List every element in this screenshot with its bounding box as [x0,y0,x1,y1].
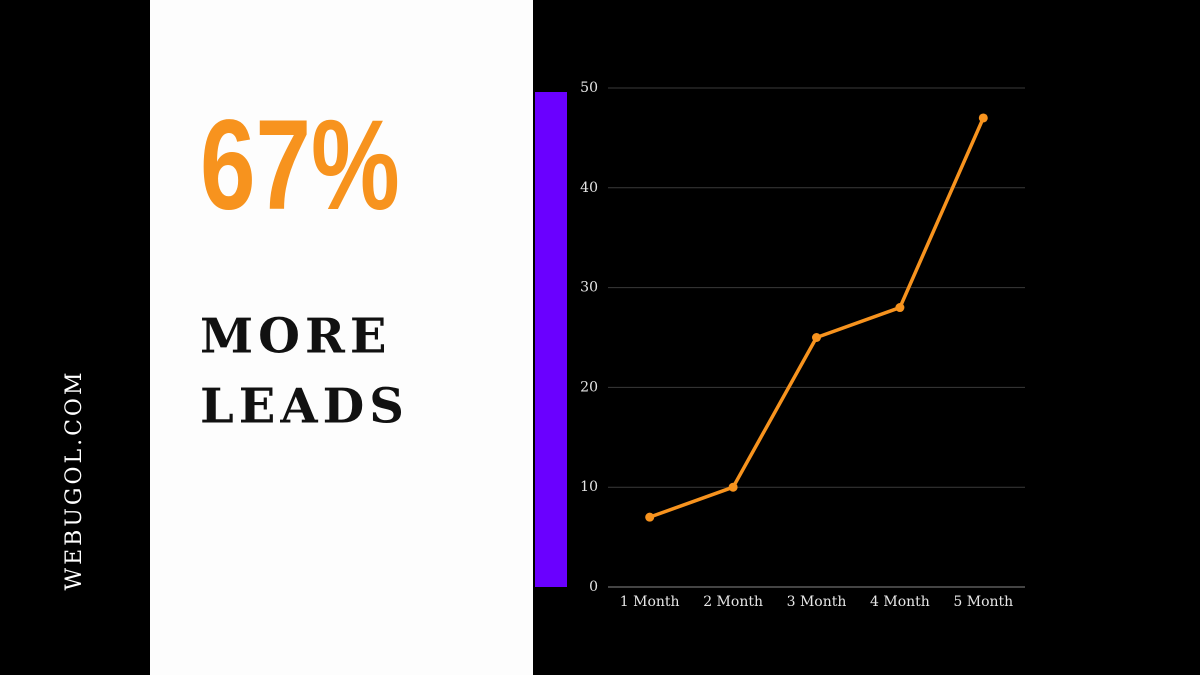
headline-line: LEADS [200,379,409,435]
y-tick-label: 20 [580,379,598,395]
point [978,113,988,123]
accent-bar [535,92,567,587]
y-tick-label: 0 [589,579,598,595]
x-tick-label: 5 Month [953,594,1013,610]
point [812,333,821,342]
x-tick-label: 2 Month [703,594,763,610]
watermark: WEBUGOL.COM [62,370,87,591]
x-tick-label: 3 Month [787,594,847,610]
point [728,482,738,492]
y-tick-label: 50 [580,80,598,96]
white-panel [150,0,533,675]
point [645,512,655,522]
x-tick-label: 4 Month [870,594,930,610]
y-tick-label: 40 [580,180,598,196]
x-tick-label: 1 Month [620,594,680,610]
y-tick-label: 10 [580,479,598,495]
point [895,303,905,313]
headline-line: MORE [200,309,391,365]
headline-stat: 67% [200,94,400,237]
y-tick-label: 30 [580,280,598,296]
